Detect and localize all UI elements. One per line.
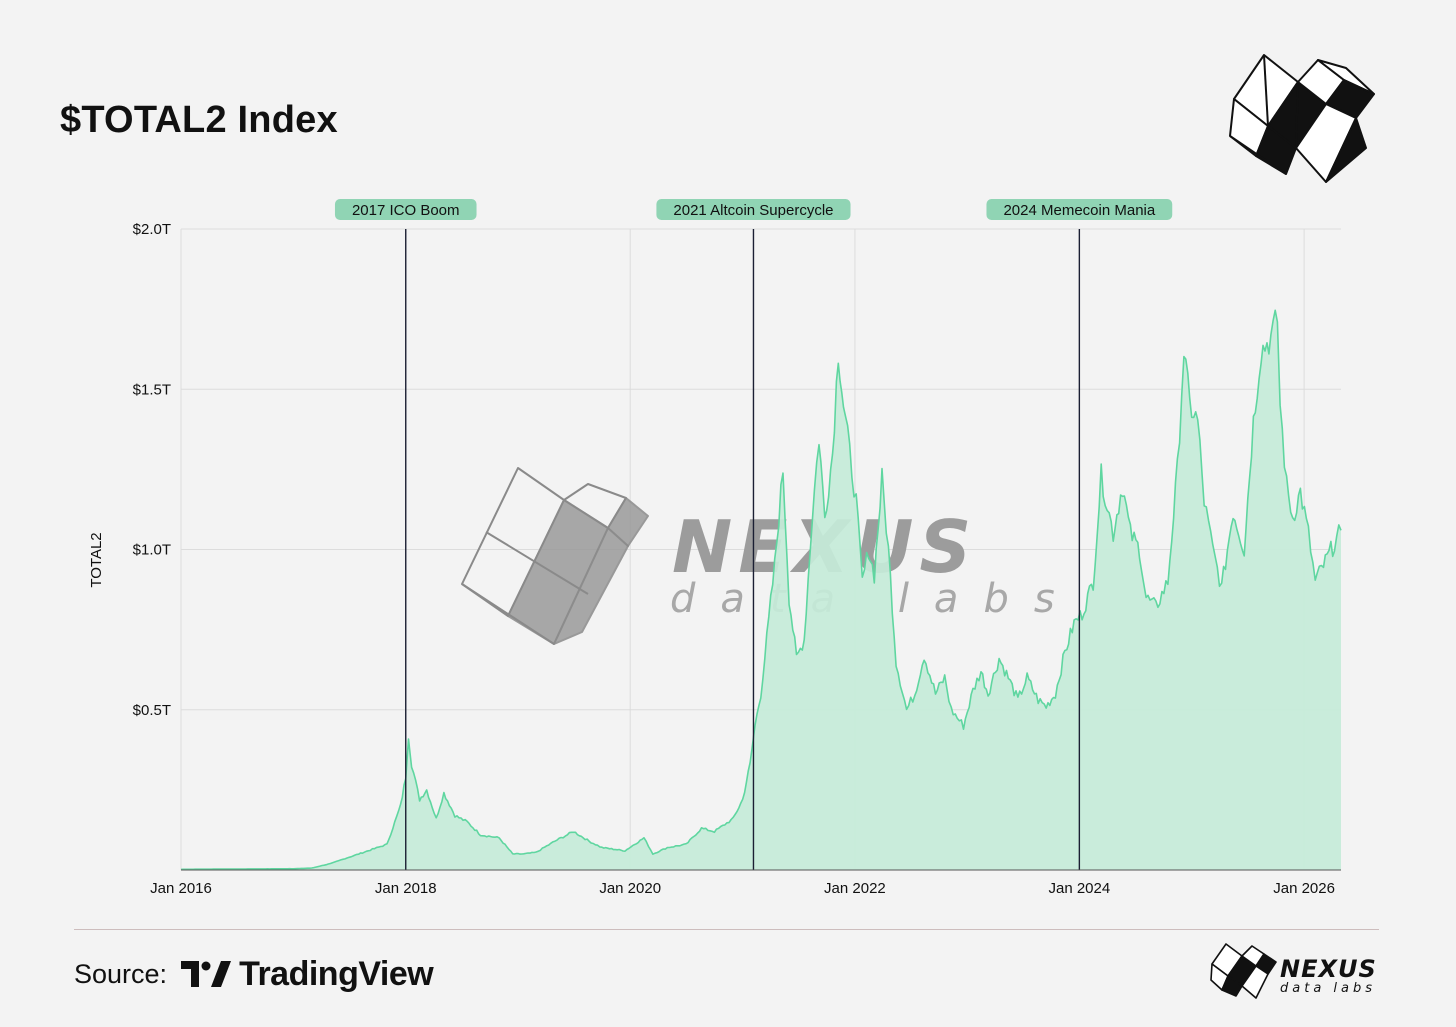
footer-brand-tagline: data labs xyxy=(1280,981,1376,996)
event-annotation: 2024 Memecoin Mania xyxy=(986,199,1173,220)
event-label-pill xyxy=(986,199,1173,220)
x-tick-label: Jan 2022 xyxy=(824,880,886,897)
x-tick-label: Jan 2016 xyxy=(150,880,212,897)
event-label: 2021 Altcoin Supercycle xyxy=(673,202,833,219)
event-markers: 2017 ICO Boom 2021 Altcoin Supercycle 2024… xyxy=(334,199,1173,870)
series-area xyxy=(180,309,1342,871)
event-label: 2024 Memecoin Mania xyxy=(1003,202,1155,219)
x-tick-label: Jan 2020 xyxy=(599,880,661,897)
footer-cube-logo-icon xyxy=(1210,943,1277,999)
watermark-logo-icon xyxy=(461,467,649,645)
footer-brand: NEXUS data labs xyxy=(1210,943,1377,999)
event-label-pill xyxy=(656,199,851,220)
x-tick-label: Jan 2018 xyxy=(375,880,437,897)
page-title: $TOTAL2 Index xyxy=(60,99,338,141)
x-tick-label: Jan 2026 xyxy=(1273,880,1335,897)
y-tick-label: $2.0T xyxy=(133,221,171,238)
event-annotation: 2017 ICO Boom xyxy=(334,199,477,220)
nexus-cube-logo-icon xyxy=(1229,54,1375,183)
event-label-pill xyxy=(334,199,477,220)
y-tick-label: $0.5T xyxy=(133,702,171,719)
event-label: 2017 ICO Boom xyxy=(352,202,460,219)
series-line xyxy=(180,309,1342,871)
tradingview-logo-icon xyxy=(181,961,232,987)
event-annotation: 2021 Altcoin Supercycle xyxy=(656,199,851,220)
tradingview-logo[interactable]: TradingView xyxy=(181,954,434,994)
series-fill xyxy=(181,310,1341,870)
source-name: TradingView xyxy=(239,954,434,993)
y-tick-label: $1.0T xyxy=(133,542,171,559)
footer-source: Source: TradingView xyxy=(74,952,434,996)
y-tick-label: $1.5T xyxy=(133,381,171,398)
source-label: Source: xyxy=(74,958,168,989)
axes: $0.5T $1.0T $1.5T $2.0T Jan 2016 Jan 2018 Jan … xyxy=(133,221,1341,897)
y-axis-label: TOTAL2 xyxy=(88,532,105,587)
x-tick-label: Jan 2024 xyxy=(1048,880,1110,897)
footer-brand-name: NEXUS xyxy=(1280,955,1377,983)
footer-divider xyxy=(74,929,1379,930)
